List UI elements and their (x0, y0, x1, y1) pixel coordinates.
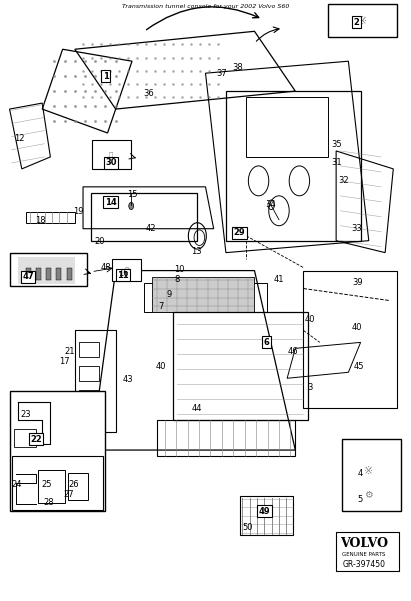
Text: 17: 17 (59, 357, 70, 366)
Text: 23: 23 (21, 410, 31, 419)
Text: 41: 41 (274, 275, 284, 284)
Bar (92, 140, 131, 169)
Bar (26, 212, 75, 223)
Bar (342, 439, 402, 511)
Bar (112, 258, 141, 281)
Bar (79, 390, 99, 405)
Text: 31: 31 (331, 159, 342, 168)
Text: 48: 48 (100, 263, 111, 272)
Text: 40: 40 (351, 323, 362, 332)
Bar (46, 267, 51, 279)
Text: 26: 26 (69, 480, 79, 489)
Text: 10: 10 (174, 265, 184, 274)
Text: 1: 1 (103, 72, 109, 81)
Text: 40: 40 (155, 362, 166, 371)
Text: 9: 9 (166, 290, 171, 299)
Text: 14: 14 (105, 198, 117, 207)
Text: 28: 28 (43, 498, 54, 507)
Text: 33: 33 (351, 224, 362, 233)
Text: 16: 16 (118, 269, 129, 278)
Text: 4: 4 (357, 469, 363, 478)
Text: 19: 19 (73, 207, 83, 216)
Text: 12: 12 (14, 135, 25, 144)
Text: 7: 7 (158, 302, 163, 311)
Text: GENUINE PARTS: GENUINE PARTS (342, 552, 386, 557)
Text: 37: 37 (217, 69, 227, 78)
Text: 18: 18 (35, 216, 46, 225)
Text: 32: 32 (338, 176, 349, 185)
Text: 24: 24 (12, 480, 22, 489)
Text: 49: 49 (259, 507, 270, 516)
Text: 40: 40 (305, 315, 315, 324)
Text: 15: 15 (127, 189, 137, 198)
Text: 35: 35 (331, 141, 342, 150)
Text: 21: 21 (65, 347, 75, 356)
Text: 2: 2 (353, 18, 360, 27)
Bar (240, 496, 293, 535)
Text: 5: 5 (357, 495, 363, 504)
Text: 50: 50 (242, 523, 253, 532)
Text: 42: 42 (145, 224, 156, 233)
Text: 20: 20 (94, 237, 105, 246)
Text: 11: 11 (117, 271, 129, 280)
Bar (79, 414, 99, 429)
Text: Transmission tunnel console for your 2002 Volvo S60: Transmission tunnel console for your 200… (122, 4, 289, 10)
Text: 38: 38 (232, 63, 243, 72)
Bar (9, 391, 106, 511)
Text: ※: ※ (358, 16, 367, 26)
Text: VOLVO: VOLVO (340, 537, 388, 551)
Text: 🔧: 🔧 (109, 151, 113, 158)
Text: 46: 46 (288, 347, 298, 356)
Text: GR-397450: GR-397450 (342, 560, 386, 569)
Bar (67, 267, 72, 279)
Text: 13: 13 (191, 247, 202, 256)
Bar (56, 267, 61, 279)
Text: 8: 8 (174, 275, 180, 284)
Text: 43: 43 (122, 375, 133, 384)
Bar (14, 429, 36, 447)
Bar (12, 456, 104, 510)
Bar (152, 276, 254, 313)
Text: 45: 45 (353, 362, 364, 371)
Bar (9, 252, 87, 285)
Text: 30: 30 (105, 159, 117, 168)
Text: 22: 22 (30, 435, 42, 444)
Text: 36: 36 (143, 89, 154, 98)
Text: 39: 39 (352, 278, 363, 287)
Bar (68, 473, 88, 499)
Bar (79, 366, 99, 381)
Text: 27: 27 (63, 490, 74, 499)
Text: 29: 29 (233, 228, 245, 237)
Text: 47: 47 (22, 272, 34, 281)
Bar (246, 97, 328, 157)
Bar (36, 267, 41, 279)
Text: ⚙: ⚙ (365, 490, 373, 500)
Text: 3: 3 (307, 383, 312, 392)
Text: 6: 6 (264, 338, 270, 347)
Bar (26, 267, 31, 279)
Text: 44: 44 (191, 404, 202, 413)
Circle shape (129, 203, 134, 210)
Text: ※: ※ (364, 466, 374, 476)
Text: ⚙: ⚙ (123, 267, 129, 273)
Bar (38, 470, 65, 502)
Bar (336, 532, 399, 571)
Text: 25: 25 (41, 480, 51, 489)
Bar (328, 4, 397, 37)
Polygon shape (18, 257, 75, 284)
Bar (79, 343, 99, 358)
Text: 34: 34 (266, 200, 276, 209)
